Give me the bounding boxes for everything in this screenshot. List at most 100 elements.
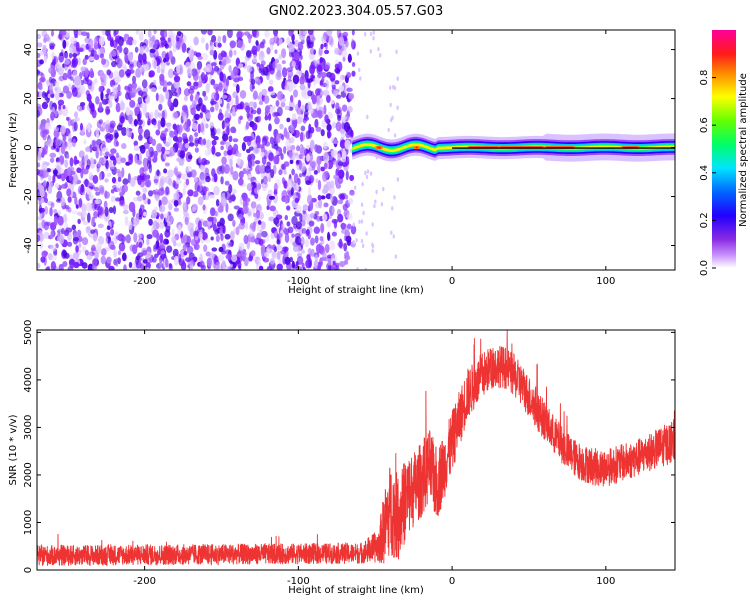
spectrogram-noise-cell — [210, 78, 216, 86]
spectrogram-noise-cell — [213, 185, 220, 196]
snr-y-tick-label: 2000 — [23, 462, 34, 487]
colorbar-tick-label: 0.6 — [699, 117, 710, 133]
spectrogram-noise-cell — [363, 32, 367, 37]
spectrogram-noise-cell — [227, 30, 233, 39]
spectrogram-noise-cell — [94, 78, 98, 84]
spectrogram-noise-cell — [63, 213, 68, 223]
spectrogram-noise-cell — [382, 186, 385, 192]
spectrogram-noise-cell — [118, 69, 125, 78]
spectrogram-noise-cell — [75, 204, 79, 209]
spectrogram-noise-cell — [340, 133, 346, 138]
spectrogram-noise-cell — [321, 213, 328, 222]
spectrogram-noise-cell — [352, 222, 355, 227]
spectrogram-noise-cell — [146, 234, 153, 240]
spectrogram-noise-cell — [89, 232, 94, 239]
spectrogram-noise-cell — [342, 31, 349, 38]
spectrogram-noise-cell — [41, 91, 47, 99]
spectrogram-noise-cell — [111, 176, 117, 184]
spectrogram-noise-cell — [225, 58, 232, 64]
spectrogram-noise-cell — [41, 101, 49, 110]
spectrogram-noise-cell — [359, 76, 362, 81]
spectrogram-noise-cell — [81, 262, 88, 269]
spectrogram-noise-cell — [90, 49, 97, 57]
spectrogram-noise-cell — [135, 30, 140, 35]
spectrogram-noise-cell — [273, 217, 280, 225]
spectrogram-noise-cell — [39, 123, 46, 130]
spectrogram-noise-cell — [335, 102, 340, 111]
spectrogram-noise-cell — [113, 129, 119, 140]
spectrogram-noise-cell — [104, 237, 109, 245]
spectrogram-noise-cell — [60, 125, 66, 135]
spectrogram-noise-cell — [211, 62, 217, 67]
spectrogram-noise-cell — [296, 106, 302, 115]
spectrogram-noise-cell — [344, 139, 351, 150]
spectrogram-noise-cell — [327, 257, 332, 266]
spectrogram-noise-cell — [331, 231, 337, 237]
spectrogram-noise-cell — [155, 129, 161, 136]
spectrogram-noise-cell — [271, 142, 275, 149]
spectrogram-noise-cell — [297, 99, 302, 108]
spectrogram-noise-cell — [271, 244, 277, 251]
spectrogram-noise-cell — [301, 104, 306, 112]
spectrogram-noise-cell — [299, 213, 303, 223]
spectrogram-noise-cell — [105, 231, 111, 238]
spectrogram-noise-cell — [127, 51, 134, 62]
spectrogram-noise-cell — [232, 128, 237, 133]
spectrogram-noise-cell — [220, 196, 227, 207]
spectrogram-noise-cell — [151, 209, 157, 219]
spectrogram-noise-cell — [47, 138, 54, 147]
spectrogram-noise-cell — [273, 155, 279, 165]
spectrogram-noise-cell — [269, 205, 276, 212]
spectrogram-noise-cell — [88, 56, 95, 61]
spectrogram-noise-cell — [88, 100, 93, 109]
spectrogram-noise-cell — [264, 105, 271, 114]
spectrogram-noise-cell — [49, 206, 53, 217]
spectrogram-noise-cell — [328, 35, 334, 46]
spectrogram-noise-cell — [319, 56, 324, 64]
spectrogram-noise-cell — [37, 142, 41, 148]
spectrogram-noise-cell — [242, 204, 249, 215]
spectrogram-noise-cell — [202, 138, 207, 146]
spectrogram-noise-cell — [288, 30, 294, 37]
spectrogram-noise-cell — [200, 37, 205, 44]
spectrogram-noise-cell — [199, 253, 203, 262]
spectrogram-noise-cell — [281, 60, 286, 65]
spectrogram-noise-cell — [58, 263, 64, 270]
spectrogram-noise-cell — [273, 193, 278, 204]
spectrogram-noise-cell — [98, 185, 105, 192]
spectrogram-noise-cell — [133, 145, 140, 152]
spectrogram-noise-cell — [61, 227, 65, 235]
spectrogram-noise-cell — [48, 180, 53, 190]
spectrogram-signal-peak — [415, 146, 418, 149]
spectrogram-noise-cell — [217, 112, 224, 121]
spectrogram-noise-cell — [323, 162, 328, 170]
spectrogram-noise-cell — [166, 200, 173, 205]
spectrogram-noise-cell — [159, 204, 166, 213]
spectrogram-noise-cell — [138, 110, 142, 120]
spectrogram-noise-cell — [287, 75, 292, 82]
spectrogram-noise-cell — [48, 76, 53, 83]
spectrogram-noise-cell — [87, 122, 91, 133]
spectrogram-noise-cell — [294, 236, 302, 245]
spectrogram-noise-cell — [260, 151, 265, 158]
spectrogram-noise-cell — [200, 71, 206, 81]
spectrogram-noise-cell — [50, 30, 55, 37]
spectrogram-noise-cell — [340, 228, 348, 234]
spectrogram-noise-cell — [128, 69, 135, 74]
spectrogram-noise-cell — [207, 190, 211, 197]
spectrogram-noise-cell — [82, 58, 87, 66]
spectrogram-noise-cell — [80, 185, 85, 194]
spectrogram-noise-cell — [254, 160, 261, 165]
spectrogram-noise-cell — [205, 82, 210, 94]
spectrogram-noise-cell — [52, 174, 56, 184]
spectrogram-noise-cell — [103, 73, 108, 83]
spectrogram-noise-cell — [38, 212, 43, 219]
spectrogram-noise-cell — [296, 116, 303, 125]
spectrogram-noise-cell — [276, 69, 282, 78]
spectrogram-noise-cell — [338, 36, 345, 47]
spectrogram-noise-cell — [339, 74, 343, 83]
spectrogram-noise-cell — [310, 145, 314, 152]
spectrogram-noise-cell — [283, 169, 287, 175]
spectrogram-noise-cell — [276, 239, 281, 245]
